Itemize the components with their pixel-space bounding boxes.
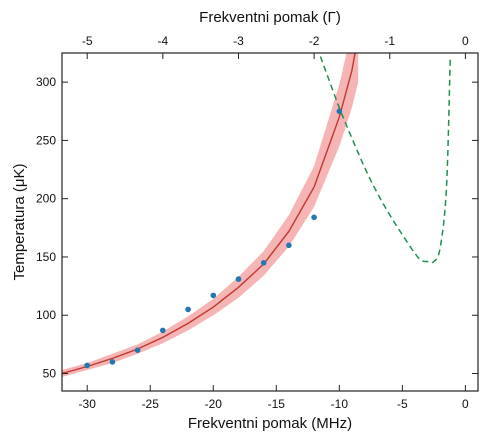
- data-point: [210, 292, 217, 299]
- data-point: [260, 260, 267, 266]
- plot-content: [62, 53, 452, 377]
- x-axis-label: Frekventni pomak (MHz): [188, 415, 352, 432]
- x-tick-label: 0: [462, 397, 469, 411]
- data-point: [109, 359, 116, 365]
- x-axis-top-label: Frekventni pomak (Γ): [199, 9, 341, 26]
- y-tick-label: 100: [36, 308, 56, 322]
- fit-line: [62, 53, 356, 375]
- data-point: [84, 362, 90, 369]
- x-tick-label: -15: [268, 397, 286, 411]
- plot-frame: [61, 52, 479, 392]
- x-tick-label: -5: [397, 397, 408, 411]
- x-top-tick-label: -2: [309, 34, 320, 48]
- x-tick-label: -30: [79, 397, 97, 411]
- data-point: [311, 214, 317, 221]
- y-tick-label: 250: [36, 133, 56, 147]
- x-top-tick-label: -5: [82, 34, 93, 48]
- x-tick-label: -10: [331, 397, 349, 411]
- x-tick-label: -25: [142, 397, 160, 411]
- y-tick-label: 300: [36, 75, 56, 89]
- x-tick-label: -20: [205, 397, 223, 411]
- theory-dashed-curve: [319, 56, 452, 264]
- x-top-tick-label: -1: [384, 34, 395, 48]
- x-top-tick-label: -4: [158, 34, 169, 48]
- y-tick-label: 200: [36, 192, 56, 206]
- data-point: [160, 327, 166, 334]
- x-top-tick-label: -3: [233, 34, 244, 48]
- y-axis-label: Temperatura (μK): [11, 163, 28, 280]
- y-tick-label: 150: [36, 250, 56, 264]
- x-top-tick-label: 0: [462, 34, 469, 48]
- data-point: [235, 276, 242, 282]
- data-point: [336, 108, 343, 115]
- axis-ticks: -30 -25 -20 -15 -10 -5 0-5 -4 -3 -2 -1 050100150200…: [36, 34, 478, 411]
- data-point: [134, 347, 141, 354]
- data-point: [185, 306, 191, 313]
- y-tick-label: 50: [43, 367, 57, 381]
- data-point: [286, 242, 292, 249]
